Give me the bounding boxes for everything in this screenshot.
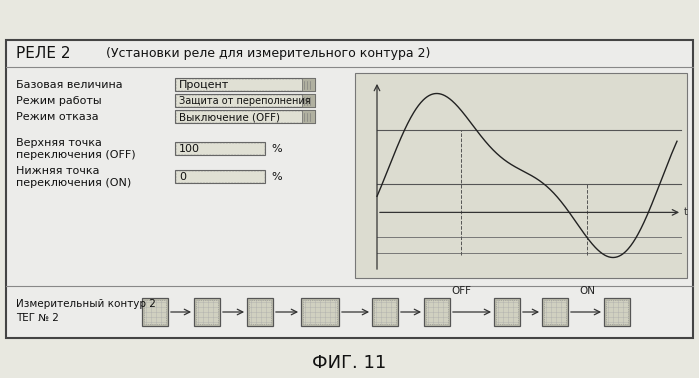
Text: переключения (ON): переключения (ON) [16, 178, 131, 188]
Bar [175, 170, 265, 183]
Text: 0: 0 [179, 172, 186, 182]
Bar [494, 298, 520, 326]
Bar [606, 300, 628, 324]
Text: Режим отказа: Режим отказа [16, 112, 99, 122]
Text: Верхняя точка: Верхняя точка [16, 138, 102, 148]
Text: %: % [271, 172, 282, 182]
Bar [176, 111, 314, 122]
Bar [604, 298, 630, 326]
Text: %: % [271, 144, 282, 154]
Bar [542, 298, 568, 326]
Bar [544, 300, 566, 324]
Text: ФИГ. 11: ФИГ. 11 [312, 354, 386, 372]
Bar [175, 110, 315, 123]
Text: Защита от переполнения: Защита от переполнения [179, 96, 310, 106]
Bar [302, 110, 315, 123]
Text: 100: 100 [179, 144, 200, 154]
Bar [249, 300, 271, 324]
Bar [175, 78, 315, 91]
Bar [374, 300, 396, 324]
Bar [302, 78, 315, 91]
Bar [175, 142, 265, 155]
Bar [176, 79, 314, 90]
Text: Процент: Процент [179, 80, 229, 90]
Bar [144, 300, 166, 324]
Bar [355, 73, 687, 278]
Bar [372, 298, 398, 326]
Bar [303, 300, 337, 324]
Text: Нижняя точка: Нижняя точка [16, 166, 99, 176]
Bar [424, 298, 450, 326]
Text: ON: ON [579, 286, 595, 296]
Text: переключения (OFF): переключения (OFF) [16, 150, 136, 160]
Text: OFF: OFF [451, 286, 471, 296]
Bar [194, 298, 220, 326]
Text: РЕЛЕ 2: РЕЛЕ 2 [16, 46, 71, 62]
Bar [496, 300, 518, 324]
Text: Выключение (OFF): Выключение (OFF) [179, 112, 280, 122]
Text: Режим работы: Режим работы [16, 96, 101, 106]
Bar [176, 95, 314, 106]
Text: Измерительный контур 2: Измерительный контур 2 [16, 299, 156, 309]
Bar [175, 94, 315, 107]
Bar [196, 300, 218, 324]
Text: ТЕГ № 2: ТЕГ № 2 [16, 313, 59, 323]
Bar [426, 300, 448, 324]
Bar [302, 94, 315, 107]
Bar [301, 298, 339, 326]
Bar [247, 298, 273, 326]
Bar [176, 143, 264, 154]
Text: Базовая величина: Базовая величина [16, 80, 122, 90]
Text: (Установки реле для измерительного контура 2): (Установки реле для измерительного конту… [106, 48, 431, 60]
Bar [142, 298, 168, 326]
Bar [6, 40, 693, 338]
Text: t: t [684, 208, 688, 217]
Bar [176, 171, 264, 182]
